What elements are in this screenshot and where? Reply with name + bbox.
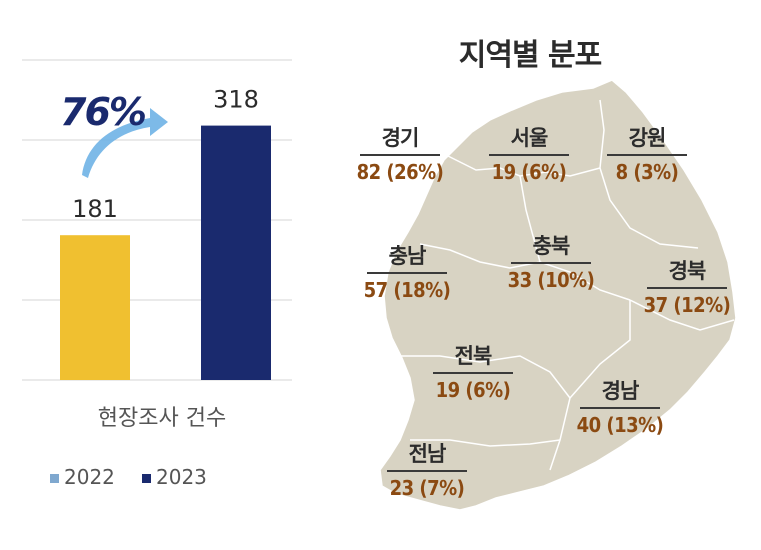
legend-swatch-2022 <box>50 474 59 483</box>
region-gyeongnam: 경남 40 (13%) <box>565 375 675 437</box>
region-chungbuk: 충북 33 (10%) <box>496 230 606 292</box>
region-name: 전북 <box>433 340 513 374</box>
region-value: 33 (10%) <box>507 268 595 292</box>
map-title: 지역별 분포 <box>458 38 602 73</box>
region-jeonnam: 전남 23 (7%) <box>372 438 482 500</box>
data-label-2022: 181 <box>72 195 118 223</box>
region-name: 충남 <box>367 240 447 274</box>
region-name: 강원 <box>607 122 687 156</box>
region-value: 82 (26%) <box>356 160 444 184</box>
korea-map-shape <box>379 79 737 511</box>
region-seoul: 서울 19 (6%) <box>474 122 584 184</box>
bar-2022 <box>60 235 130 380</box>
bar-chart-panel: 181 318 76% 현장조사 건수 2022 2023 <box>0 0 300 550</box>
boundary-line <box>519 175 541 263</box>
region-boundaries <box>400 99 735 471</box>
region-gyeongbuk: 경북 37 (12%) <box>632 255 742 317</box>
region-chungnam: 충남 57 (18%) <box>352 240 462 302</box>
region-value: 23 (7%) <box>389 476 465 500</box>
region-value: 40 (13%) <box>576 413 664 437</box>
region-name: 경남 <box>580 375 660 409</box>
growth-annotation: 76% <box>60 90 145 134</box>
region-value: 8 (3%) <box>615 160 679 184</box>
region-value: 57 (18%) <box>363 278 451 302</box>
boundary-line <box>400 355 571 399</box>
region-name: 충북 <box>511 230 591 264</box>
x-axis-label: 현장조사 건수 <box>98 406 226 431</box>
region-jeonbuk: 전북 19 (6%) <box>418 340 528 402</box>
bar-chart: 181 318 76% 현장조사 건수 2022 2023 <box>22 59 292 489</box>
korea-map <box>379 79 737 511</box>
boundary-line <box>629 299 735 331</box>
bar-2023 <box>201 125 271 380</box>
region-gyeonggi: 경기 82 (26%) <box>345 122 455 184</box>
region-value: 37 (12%) <box>643 293 731 317</box>
boundary-line <box>410 439 561 447</box>
region-name: 경기 <box>360 122 440 156</box>
region-name: 전남 <box>387 438 467 472</box>
region-value: 19 (6%) <box>435 378 511 402</box>
region-name: 경북 <box>647 255 727 289</box>
boundary-line <box>549 300 631 471</box>
region-name: 서울 <box>489 122 569 156</box>
data-label-2023: 318 <box>213 86 259 114</box>
boundary-line <box>419 243 631 301</box>
region-map-panel: 지역별 분포 경기 82 (26%) 서울 19 (6%) 강원 8 (3%) … <box>300 0 761 550</box>
legend-swatch-2023 <box>142 474 151 483</box>
region-gangwon: 강원 8 (3%) <box>592 122 702 184</box>
boundary-line <box>599 99 699 249</box>
region-value: 19 (6%) <box>491 160 567 184</box>
growth-arrow-icon <box>82 108 168 178</box>
legend-label-2023: 2023 <box>156 465 207 489</box>
legend-label-2022: 2022 <box>64 465 115 489</box>
